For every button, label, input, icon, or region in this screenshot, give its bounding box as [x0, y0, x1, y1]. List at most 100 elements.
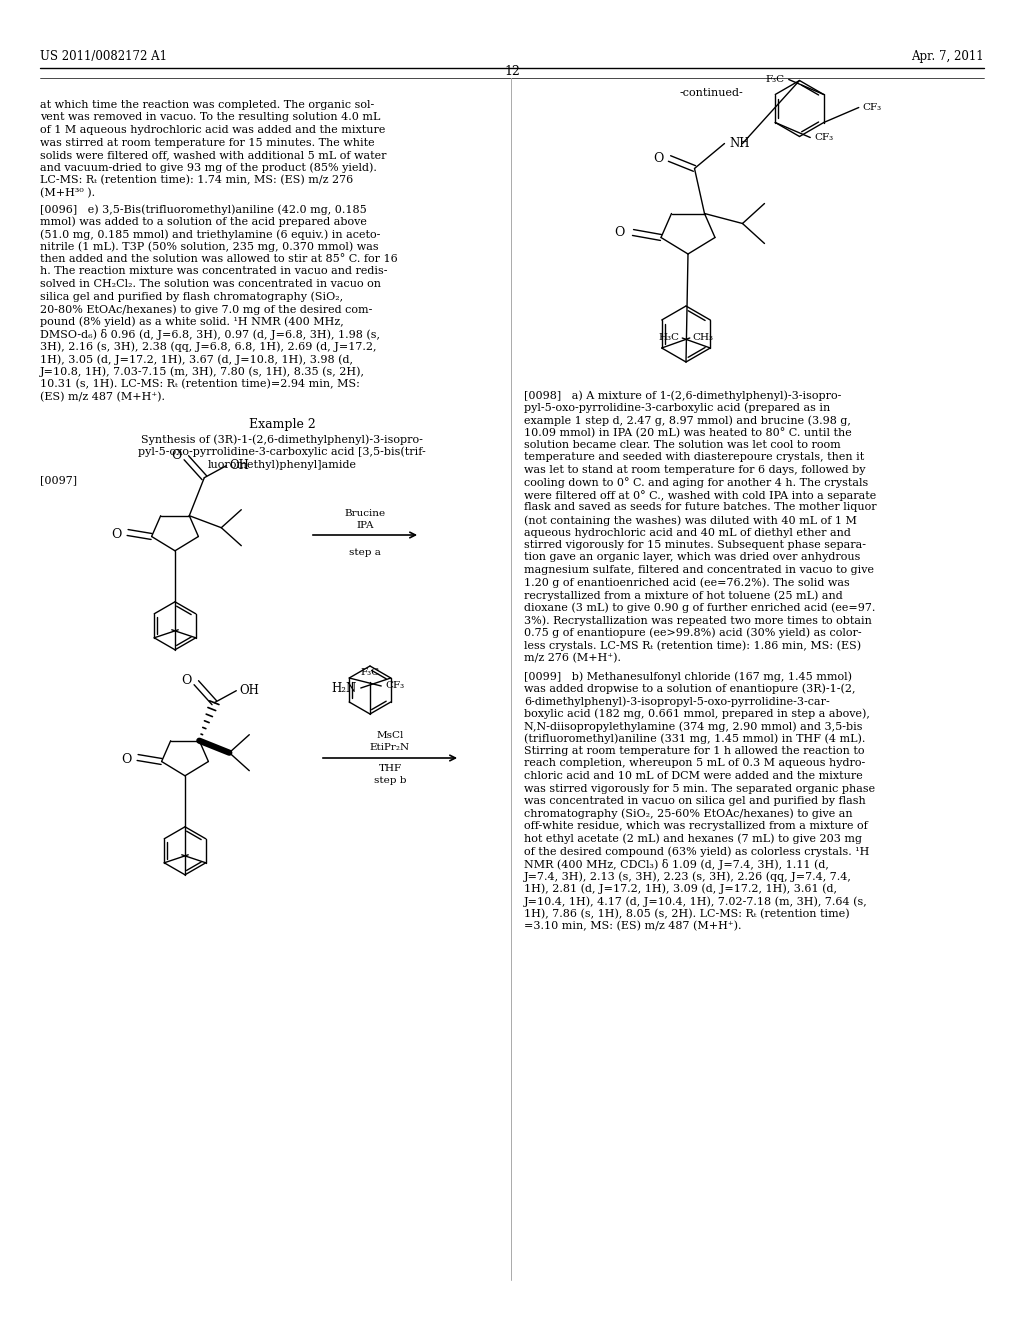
Text: O: O — [121, 752, 132, 766]
Text: F₃C: F₃C — [766, 75, 784, 84]
Text: 1H), 7.86 (s, 1H), 8.05 (s, 2H). LC-MS: Rₜ (retention time): 1H), 7.86 (s, 1H), 8.05 (s, 2H). LC-MS: … — [524, 908, 850, 919]
Text: (not containing the washes) was diluted with 40 mL of 1 M: (not containing the washes) was diluted … — [524, 515, 857, 525]
Text: DMSO-d₆) δ 0.96 (d, J=6.8, 3H), 0.97 (d, J=6.8, 3H), 1.98 (s,: DMSO-d₆) δ 0.96 (d, J=6.8, 3H), 0.97 (d,… — [40, 329, 380, 341]
Text: MsCl: MsCl — [376, 731, 403, 741]
Text: -continued-: -continued- — [680, 88, 743, 98]
Text: [0098]   a) A mixture of 1-(2,6-dimethylphenyl)-3-isopro-: [0098] a) A mixture of 1-(2,6-dimethylph… — [524, 389, 842, 400]
Text: step b: step b — [374, 776, 407, 785]
Text: Stirring at room temperature for 1 h allowed the reaction to: Stirring at room temperature for 1 h all… — [524, 746, 864, 756]
Text: m/z 276 (M+H⁺).: m/z 276 (M+H⁺). — [524, 652, 621, 663]
Text: 3H), 2.16 (s, 3H), 2.38 (qq, J=6.8, 6.8, 1H), 2.69 (d, J=17.2,: 3H), 2.16 (s, 3H), 2.38 (qq, J=6.8, 6.8,… — [40, 342, 377, 352]
Text: 1H), 3.05 (d, J=17.2, 1H), 3.67 (d, J=10.8, 1H), 3.98 (d,: 1H), 3.05 (d, J=17.2, 1H), 3.67 (d, J=10… — [40, 354, 353, 364]
Text: stirred vigorously for 15 minutes. Subsequent phase separa-: stirred vigorously for 15 minutes. Subse… — [524, 540, 866, 550]
Text: h. The reaction mixture was concentrated in vacuo and redis-: h. The reaction mixture was concentrated… — [40, 267, 387, 276]
Text: 3%). Recrystallization was repeated two more times to obtain: 3%). Recrystallization was repeated two … — [524, 615, 871, 626]
Text: O: O — [171, 449, 181, 462]
Text: EtiPr₂N: EtiPr₂N — [370, 743, 410, 752]
Text: was stirred vigorously for 5 min. The separated organic phase: was stirred vigorously for 5 min. The se… — [524, 784, 876, 793]
Text: 6-dimethylphenyl)-3-isopropyl-5-oxo-pyrrolidine-3-car-: 6-dimethylphenyl)-3-isopropyl-5-oxo-pyrr… — [524, 696, 829, 706]
Text: off-white residue, which was recrystallized from a mixture of: off-white residue, which was recrystalli… — [524, 821, 867, 832]
Text: O: O — [653, 152, 664, 165]
Text: was added dropwise to a solution of enantiopure (3R)-1-(2,: was added dropwise to a solution of enan… — [524, 684, 855, 694]
Text: of the desired compound (63% yield) as colorless crystals. ¹H: of the desired compound (63% yield) as c… — [524, 846, 869, 857]
Text: 12: 12 — [504, 65, 520, 78]
Text: flask and saved as seeds for future batches. The mother liquor: flask and saved as seeds for future batc… — [524, 503, 877, 512]
Text: NH: NH — [729, 137, 750, 150]
Text: aqueous hydrochloric acid and 40 mL of diethyl ether and: aqueous hydrochloric acid and 40 mL of d… — [524, 528, 851, 537]
Text: [0097]: [0097] — [40, 475, 77, 484]
Text: mmol) was added to a solution of the acid prepared above: mmol) was added to a solution of the aci… — [40, 216, 367, 227]
Text: OH: OH — [229, 459, 249, 473]
Text: Brucine: Brucine — [344, 510, 386, 517]
Text: reach completion, whereupon 5 mL of 0.3 M aqueous hydro-: reach completion, whereupon 5 mL of 0.3 … — [524, 759, 865, 768]
Text: (trifluoromethyl)aniline (331 mg, 1.45 mmol) in THF (4 mL).: (trifluoromethyl)aniline (331 mg, 1.45 m… — [524, 734, 865, 744]
Text: LC-MS: Rₜ (retention time): 1.74 min, MS: (ES) m/z 276: LC-MS: Rₜ (retention time): 1.74 min, MS… — [40, 176, 353, 185]
Text: hot ethyl acetate (2 mL) and hexanes (7 mL) to give 203 mg: hot ethyl acetate (2 mL) and hexanes (7 … — [524, 833, 862, 843]
Text: US 2011/0082172 A1: US 2011/0082172 A1 — [40, 50, 167, 63]
Text: F₃C: F₃C — [360, 668, 380, 677]
Text: J=7.4, 3H), 2.13 (s, 3H), 2.23 (s, 3H), 2.26 (qq, J=7.4, 7.4,: J=7.4, 3H), 2.13 (s, 3H), 2.23 (s, 3H), … — [524, 871, 852, 882]
Text: IPA: IPA — [356, 521, 374, 531]
Text: 1H), 2.81 (d, J=17.2, 1H), 3.09 (d, J=17.2, 1H), 3.61 (d,: 1H), 2.81 (d, J=17.2, 1H), 3.09 (d, J=17… — [524, 883, 837, 894]
Text: OH: OH — [240, 684, 259, 697]
Text: dioxane (3 mL) to give 0.90 g of further enriched acid (ee=97.: dioxane (3 mL) to give 0.90 g of further… — [524, 602, 876, 612]
Text: at which time the reaction was completed. The organic sol-: at which time the reaction was completed… — [40, 100, 374, 110]
Text: was concentrated in vacuo on silica gel and purified by flash: was concentrated in vacuo on silica gel … — [524, 796, 865, 807]
Text: THF: THF — [379, 764, 401, 774]
Text: O: O — [112, 528, 122, 541]
Text: of 1 M aqueous hydrochloric acid was added and the mixture: of 1 M aqueous hydrochloric acid was add… — [40, 125, 385, 135]
Text: luoromethyl)phenyl]amide: luoromethyl)phenyl]amide — [208, 459, 356, 470]
Text: temperature and seeded with diasterepoure crystals, then it: temperature and seeded with diasterepour… — [524, 453, 864, 462]
Text: (51.0 mg, 0.185 mmol) and triethylamine (6 equiv.) in aceto-: (51.0 mg, 0.185 mmol) and triethylamine … — [40, 228, 380, 239]
Text: [0099]   b) Methanesulfonyl chloride (167 mg, 1.45 mmol): [0099] b) Methanesulfonyl chloride (167 … — [524, 671, 852, 681]
Text: recrystallized from a mixture of hot toluene (25 mL) and: recrystallized from a mixture of hot tol… — [524, 590, 843, 601]
Text: then added and the solution was allowed to stir at 85° C. for 16: then added and the solution was allowed … — [40, 253, 397, 264]
Text: N,N-diisopropylethylamine (374 mg, 2.90 mmol) and 3,5-bis: N,N-diisopropylethylamine (374 mg, 2.90 … — [524, 721, 862, 731]
Text: pyl-5-oxo-pyrrolidine-3-carboxylic acid [3,5-bis(trif-: pyl-5-oxo-pyrrolidine-3-carboxylic acid … — [138, 446, 426, 457]
Text: was stirred at room temperature for 15 minutes. The white: was stirred at room temperature for 15 m… — [40, 137, 375, 148]
Text: was let to stand at room temperature for 6 days, followed by: was let to stand at room temperature for… — [524, 465, 865, 475]
Text: NMR (400 MHz, CDCl₃) δ 1.09 (d, J=7.4, 3H), 1.11 (d,: NMR (400 MHz, CDCl₃) δ 1.09 (d, J=7.4, 3… — [524, 858, 828, 870]
Text: 10.09 mmol) in IPA (20 mL) was heated to 80° C. until the: 10.09 mmol) in IPA (20 mL) was heated to… — [524, 428, 852, 438]
Text: 0.75 g of enantiopure (ee>99.8%) acid (30% yield) as color-: 0.75 g of enantiopure (ee>99.8%) acid (3… — [524, 627, 861, 638]
Text: Apr. 7, 2011: Apr. 7, 2011 — [911, 50, 984, 63]
Text: J=10.8, 1H), 7.03-7.15 (m, 3H), 7.80 (s, 1H), 8.35 (s, 2H),: J=10.8, 1H), 7.03-7.15 (m, 3H), 7.80 (s,… — [40, 367, 365, 378]
Text: CF₃: CF₃ — [385, 681, 404, 690]
Text: O: O — [181, 675, 191, 688]
Text: pyl-5-oxo-pyrrolidine-3-carboxylic acid (prepared as in: pyl-5-oxo-pyrrolidine-3-carboxylic acid … — [524, 403, 830, 413]
Text: 20-80% EtOAc/hexanes) to give 7.0 mg of the desired com-: 20-80% EtOAc/hexanes) to give 7.0 mg of … — [40, 304, 373, 314]
Text: solved in CH₂Cl₂. The solution was concentrated in vacuo on: solved in CH₂Cl₂. The solution was conce… — [40, 279, 381, 289]
Text: example 1 step d, 2.47 g, 8.97 mmol) and brucine (3.98 g,: example 1 step d, 2.47 g, 8.97 mmol) and… — [524, 414, 851, 425]
Text: chromatography (SiO₂, 25-60% EtOAc/hexanes) to give an: chromatography (SiO₂, 25-60% EtOAc/hexan… — [524, 808, 853, 820]
Text: step a: step a — [349, 548, 381, 557]
Text: solution became clear. The solution was let cool to room: solution became clear. The solution was … — [524, 440, 841, 450]
Text: H₃C: H₃C — [658, 334, 679, 342]
Text: vent was removed in vacuo. To the resulting solution 4.0 mL: vent was removed in vacuo. To the result… — [40, 112, 380, 123]
Text: J=10.4, 1H), 4.17 (d, J=10.4, 1H), 7.02-7.18 (m, 3H), 7.64 (s,: J=10.4, 1H), 4.17 (d, J=10.4, 1H), 7.02-… — [524, 896, 867, 907]
Text: silica gel and purified by flash chromatography (SiO₂,: silica gel and purified by flash chromat… — [40, 292, 343, 302]
Text: (ES) m/z 487 (M+H⁺).: (ES) m/z 487 (M+H⁺). — [40, 392, 165, 401]
Text: Synthesis of (3R)-1-(2,6-dimethylphenyl)-3-isopro-: Synthesis of (3R)-1-(2,6-dimethylphenyl)… — [141, 434, 423, 445]
Text: CF₃: CF₃ — [863, 103, 882, 112]
Text: [0096]   e) 3,5-Bis(trifluoromethyl)aniline (42.0 mg, 0.185: [0096] e) 3,5-Bis(trifluoromethyl)anilin… — [40, 205, 367, 215]
Text: boxylic acid (182 mg, 0.661 mmol, prepared in step a above),: boxylic acid (182 mg, 0.661 mmol, prepar… — [524, 709, 869, 719]
Text: 1.20 g of enantioenriched acid (ee=76.2%). The solid was: 1.20 g of enantioenriched acid (ee=76.2%… — [524, 578, 850, 589]
Text: magnesium sulfate, filtered and concentrated in vacuo to give: magnesium sulfate, filtered and concentr… — [524, 565, 874, 576]
Text: =3.10 min, MS: (ES) m/z 487 (M+H⁺).: =3.10 min, MS: (ES) m/z 487 (M+H⁺). — [524, 921, 741, 932]
Text: and vacuum-dried to give 93 mg of the product (85% yield).: and vacuum-dried to give 93 mg of the pr… — [40, 162, 377, 173]
Text: pound (8% yield) as a white solid. ¹H NMR (400 MHz,: pound (8% yield) as a white solid. ¹H NM… — [40, 317, 344, 327]
Text: Example 2: Example 2 — [249, 418, 315, 432]
Text: chloric acid and 10 mL of DCM were added and the mixture: chloric acid and 10 mL of DCM were added… — [524, 771, 863, 781]
Text: O: O — [614, 226, 625, 239]
Text: solids were filtered off, washed with additional 5 mL of water: solids were filtered off, washed with ad… — [40, 150, 386, 160]
Text: H₂N: H₂N — [332, 681, 356, 694]
Text: 10.31 (s, 1H). LC-MS: Rₜ (retention time)=2.94 min, MS:: 10.31 (s, 1H). LC-MS: Rₜ (retention time… — [40, 379, 359, 389]
Text: tion gave an organic layer, which was dried over anhydrous: tion gave an organic layer, which was dr… — [524, 553, 860, 562]
Text: cooling down to 0° C. and aging for another 4 h. The crystals: cooling down to 0° C. and aging for anot… — [524, 478, 868, 488]
Text: nitrile (1 mL). T3P (50% solution, 235 mg, 0.370 mmol) was: nitrile (1 mL). T3P (50% solution, 235 m… — [40, 242, 379, 252]
Text: CH₃: CH₃ — [693, 334, 714, 342]
Text: (M+H³⁰ ).: (M+H³⁰ ). — [40, 187, 95, 198]
Text: CF₃: CF₃ — [814, 133, 834, 143]
Text: were filtered off at 0° C., washed with cold IPA into a separate: were filtered off at 0° C., washed with … — [524, 490, 877, 500]
Text: less crystals. LC-MS Rₜ (retention time): 1.86 min, MS: (ES): less crystals. LC-MS Rₜ (retention time)… — [524, 640, 861, 651]
